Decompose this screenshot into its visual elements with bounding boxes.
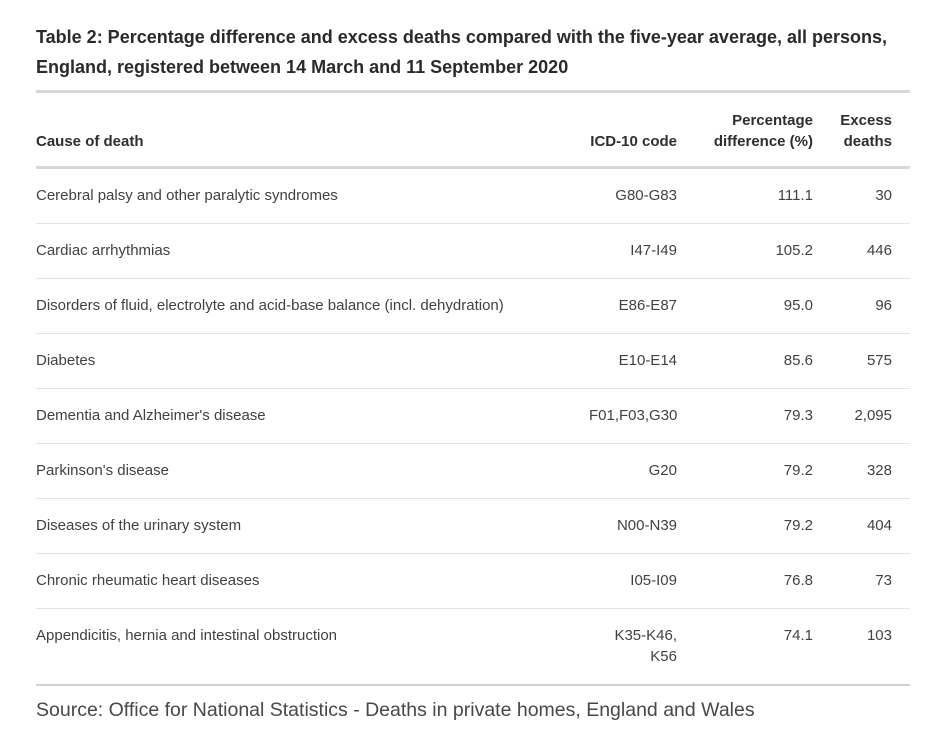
- column-header-code: ICD-10 code: [589, 90, 677, 169]
- cell-excess: 575: [813, 333, 910, 389]
- cell-pct: 76.8: [677, 553, 813, 609]
- column-header-pct: Percentage difference (%): [677, 90, 813, 169]
- cell-excess: 30: [875, 187, 892, 204]
- cell-pct: 85.6: [677, 333, 813, 389]
- cell-pct: 79.3: [677, 388, 813, 444]
- cell-code: K35-K46, K56: [589, 608, 677, 686]
- source-note: Source: Office for National Statistics -…: [36, 699, 755, 721]
- table-row: Disorders of fluid, electrolyte and acid…: [36, 278, 910, 334]
- table-row: Cardiac arrhythmias I47-I49 105.2 446: [36, 223, 910, 279]
- cell-excess: 328: [813, 443, 910, 499]
- cell-excess: 96: [813, 278, 910, 334]
- cell-pct: 111.1: [777, 187, 813, 204]
- table-row: Cerebral palsy and other paralytic syndr…: [36, 168, 910, 224]
- cell-cause: Diseases of the urinary system: [36, 498, 589, 554]
- cell-pct: 79.2: [677, 443, 813, 499]
- cell-excess: 2,095: [813, 388, 910, 444]
- header-row: Cause of death ICD-10 code Percentage di…: [36, 90, 910, 169]
- cell-cause: Cardiac arrhythmias: [36, 223, 589, 279]
- table-row: Diseases of the urinary system N00-N39 7…: [36, 498, 910, 554]
- cell-cause: Chronic rheumatic heart diseases: [36, 553, 589, 609]
- cell-cause: Diabetes: [36, 333, 589, 389]
- table-header: Cause of death ICD-10 code Percentage di…: [36, 90, 910, 169]
- table-row: Diabetes E10-E14 85.6 575: [36, 333, 910, 389]
- cell-pct: 74.1: [677, 608, 813, 686]
- cell-cause: Dementia and Alzheimer's disease: [36, 388, 589, 444]
- page-title: Table 2: Percentage difference and exces…: [36, 27, 888, 77]
- cell-code: F01,F03,G30: [589, 388, 677, 444]
- cell-pct: 79.2: [677, 498, 813, 554]
- column-header-cause: Cause of death: [36, 90, 589, 169]
- cell-cause: Cerebral palsy and other paralytic syndr…: [36, 187, 338, 204]
- cell-pct: 95.0: [677, 278, 813, 334]
- cell-code: I47-I49: [589, 223, 677, 279]
- table-row: Appendicitis, hernia and intestinal obst…: [36, 608, 910, 686]
- cell-cause: Disorders of fluid, electrolyte and acid…: [36, 278, 589, 334]
- table-row: Dementia and Alzheimer's disease F01,F03…: [36, 388, 910, 444]
- cell-code: G20: [589, 443, 677, 499]
- column-header-excess: Excess deaths: [813, 90, 910, 169]
- excess-deaths-table: Cause of death ICD-10 code Percentage di…: [36, 90, 910, 686]
- cell-code: G80-G83: [615, 187, 677, 204]
- cell-excess: 404: [813, 498, 910, 554]
- cell-cause: Parkinson's disease: [36, 443, 589, 499]
- cell-code: E86-E87: [589, 278, 677, 334]
- cell-excess: 103: [813, 608, 910, 686]
- cell-code: E10-E14: [589, 333, 677, 389]
- table-row: Chronic rheumatic heart diseases I05-I09…: [36, 553, 910, 609]
- cell-cause: Appendicitis, hernia and intestinal obst…: [36, 608, 589, 686]
- page: Table 2: Percentage difference and exces…: [36, 27, 910, 721]
- cell-excess: 446: [813, 223, 910, 279]
- table-body: Cerebral palsy and other paralytic syndr…: [36, 168, 910, 686]
- cell-code: I05-I09: [589, 553, 677, 609]
- table-row: Parkinson's disease G20 79.2 328: [36, 443, 910, 499]
- cell-code: N00-N39: [589, 498, 677, 554]
- cell-excess: 73: [813, 553, 910, 609]
- cell-pct: 105.2: [677, 223, 813, 279]
